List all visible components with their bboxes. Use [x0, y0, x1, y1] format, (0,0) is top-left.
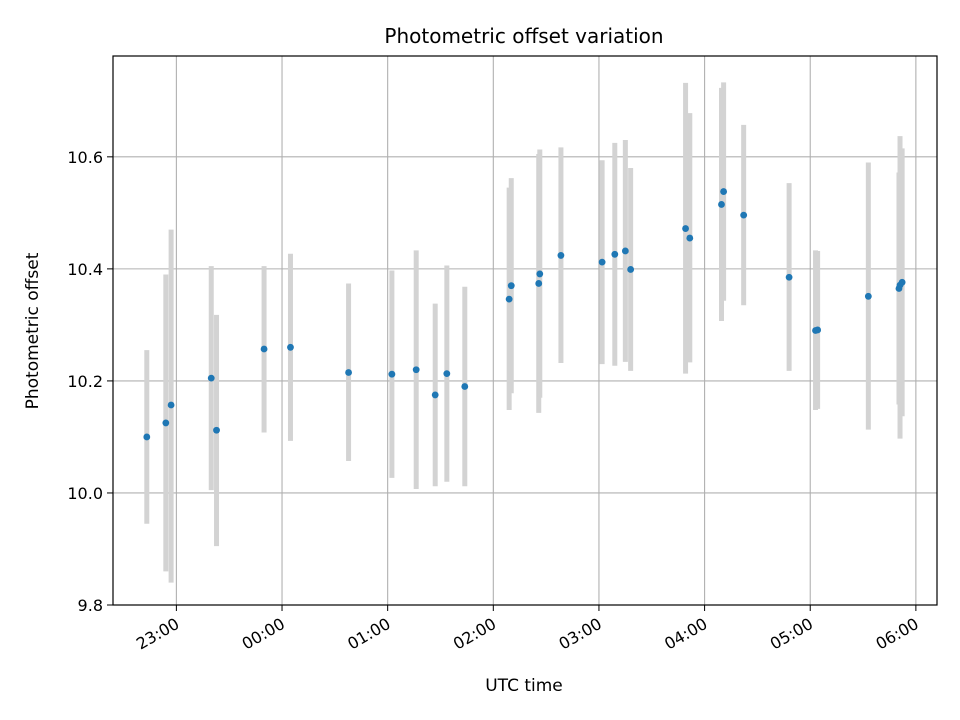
plot-area-frame: [112, 55, 938, 606]
data-point: [287, 343, 294, 351]
data-point: [898, 278, 906, 286]
data-point: [505, 295, 513, 303]
data-point: [431, 391, 439, 399]
chart-title: Photometric offset variation: [384, 24, 663, 48]
data-point: [557, 252, 565, 259]
data-point: [611, 250, 619, 258]
data-point: [740, 211, 748, 219]
x-axis-label: UTC time: [485, 676, 563, 696]
y-tick-label: 10.6: [67, 148, 103, 167]
data-point: [621, 247, 629, 255]
data-point: [167, 401, 175, 409]
data-point: [507, 282, 515, 290]
data-point: [260, 345, 268, 353]
data-point: [461, 383, 469, 390]
data-point: [536, 270, 544, 278]
data-point: [213, 426, 220, 434]
data-point: [443, 370, 451, 378]
data-point: [627, 266, 635, 273]
data-point: [682, 225, 689, 232]
data-points: [143, 188, 906, 441]
axis-ticks: 23:00 00:00 01:00 02:00 03:00 04:00 05:00 06:00…: [67, 148, 921, 654]
y-tick-label: 9.8: [78, 596, 103, 615]
y-tick-label: 10.4: [67, 260, 103, 279]
y-tick-label: 10.0: [67, 484, 103, 503]
data-point: [412, 366, 420, 374]
data-point: [345, 369, 352, 376]
data-point: [207, 374, 215, 382]
data-point: [686, 234, 694, 242]
data-point: [535, 280, 543, 287]
y-axis-label: Photometric offset: [23, 252, 43, 409]
data-point: [143, 433, 151, 441]
data-point: [864, 292, 872, 300]
data-point: [720, 188, 728, 195]
data-point: [598, 258, 606, 266]
data-point: [388, 370, 396, 378]
data-point: [718, 201, 725, 208]
data-point: [162, 419, 170, 427]
data-point: [814, 326, 822, 334]
data-point: [785, 273, 793, 281]
y-tick-label: 10.2: [67, 372, 103, 391]
